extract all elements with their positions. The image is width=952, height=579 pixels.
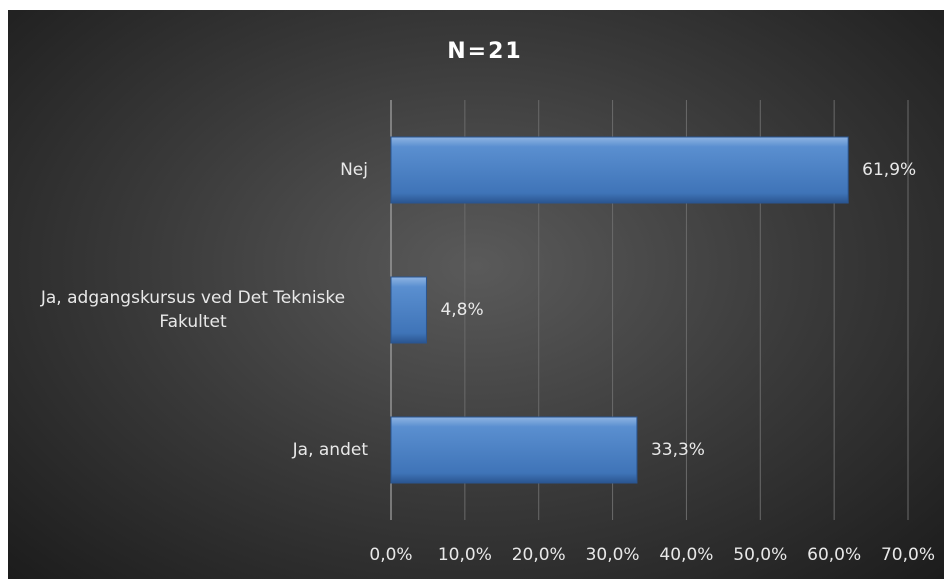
bar	[390, 136, 849, 204]
x-tick-label: 70,0%	[881, 545, 935, 565]
chart-title: N=21	[447, 39, 522, 64]
x-tick-label: 20,0%	[512, 545, 566, 565]
x-tick-label: 10,0%	[438, 545, 492, 565]
x-tick-label: 30,0%	[586, 545, 640, 565]
y-tick-text: Ja, andet	[292, 440, 368, 460]
y-tick-label: Nej	[18, 158, 368, 182]
x-tick-label: 40,0%	[659, 545, 713, 565]
x-tick-label: 0,0%	[369, 545, 412, 565]
data-label: 33,3%	[651, 440, 705, 460]
y-tick-text: Ja, adgangskursus ved Det Tekniske Fakul…	[40, 288, 346, 332]
x-tick-label: 50,0%	[733, 545, 787, 565]
y-tick-text: Nej	[340, 160, 368, 180]
y-tick-label: Ja, adgangskursus ved Det Tekniske Fakul…	[18, 286, 368, 334]
data-label: 4,8%	[440, 300, 483, 320]
y-tick-label: Ja, andet	[18, 438, 368, 462]
data-label: 61,9%	[862, 160, 916, 180]
bar	[390, 416, 638, 484]
x-tick-label: 60,0%	[807, 545, 861, 565]
chart: N=21 0,0% 10,0% 20,0% 30,0% 40,0% 50,0% 60,0% 7…	[369, 39, 935, 565]
bar	[390, 276, 427, 344]
chart-area: N=21 0,0% 10,0% 20,0% 30,0% 40,0% 50,0% 60,0% 7…	[8, 10, 944, 579]
